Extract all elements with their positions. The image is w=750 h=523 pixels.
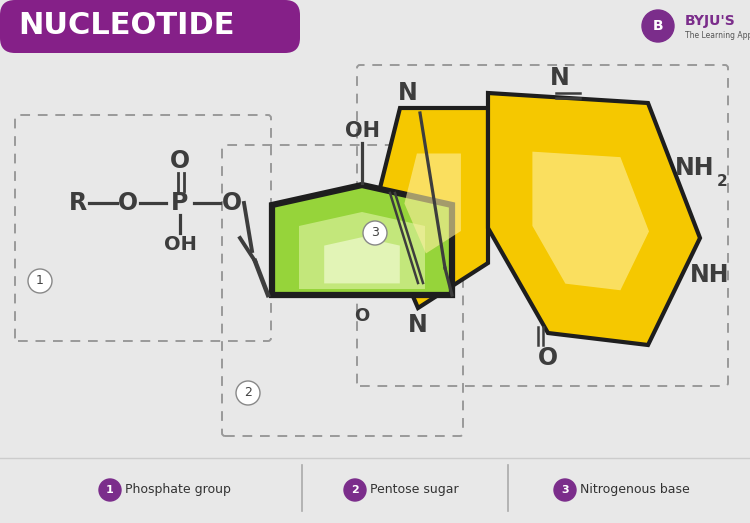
Polygon shape xyxy=(488,93,700,345)
Text: Nitrogenous base: Nitrogenous base xyxy=(580,483,690,496)
Text: 1: 1 xyxy=(106,485,114,495)
Circle shape xyxy=(554,479,576,501)
Text: The Learning App: The Learning App xyxy=(685,30,750,40)
Text: OH: OH xyxy=(344,121,380,141)
Text: 3: 3 xyxy=(561,485,568,495)
Circle shape xyxy=(363,221,387,245)
Text: 2: 2 xyxy=(717,174,728,188)
FancyBboxPatch shape xyxy=(0,0,300,53)
Circle shape xyxy=(28,269,52,293)
Text: O: O xyxy=(222,191,242,215)
Polygon shape xyxy=(375,108,488,308)
Polygon shape xyxy=(299,212,425,289)
Text: BYJU'S: BYJU'S xyxy=(685,14,736,28)
Polygon shape xyxy=(272,185,452,295)
Circle shape xyxy=(236,381,260,405)
Circle shape xyxy=(344,479,366,501)
Text: R: R xyxy=(69,191,87,215)
Text: OH: OH xyxy=(164,235,196,255)
Polygon shape xyxy=(532,152,649,290)
Text: NH: NH xyxy=(690,263,730,287)
Text: P: P xyxy=(171,191,189,215)
Circle shape xyxy=(642,10,674,42)
Text: O: O xyxy=(354,307,370,325)
Circle shape xyxy=(99,479,121,501)
Text: 2: 2 xyxy=(351,485,358,495)
Text: O: O xyxy=(538,346,558,370)
Text: N: N xyxy=(408,313,428,337)
Text: 3: 3 xyxy=(371,226,379,240)
Text: Pentose sugar: Pentose sugar xyxy=(370,483,458,496)
Text: N: N xyxy=(398,81,418,105)
Text: N: N xyxy=(550,66,570,90)
Text: NH: NH xyxy=(675,156,715,180)
Text: B: B xyxy=(652,19,663,33)
Text: O: O xyxy=(118,191,138,215)
Text: NUCLEOTIDE: NUCLEOTIDE xyxy=(18,12,235,40)
Text: O: O xyxy=(170,149,190,173)
Text: Phosphate group: Phosphate group xyxy=(125,483,231,496)
Text: 1: 1 xyxy=(36,275,44,288)
Text: 2: 2 xyxy=(244,386,252,400)
Polygon shape xyxy=(324,237,400,283)
Polygon shape xyxy=(404,153,461,254)
